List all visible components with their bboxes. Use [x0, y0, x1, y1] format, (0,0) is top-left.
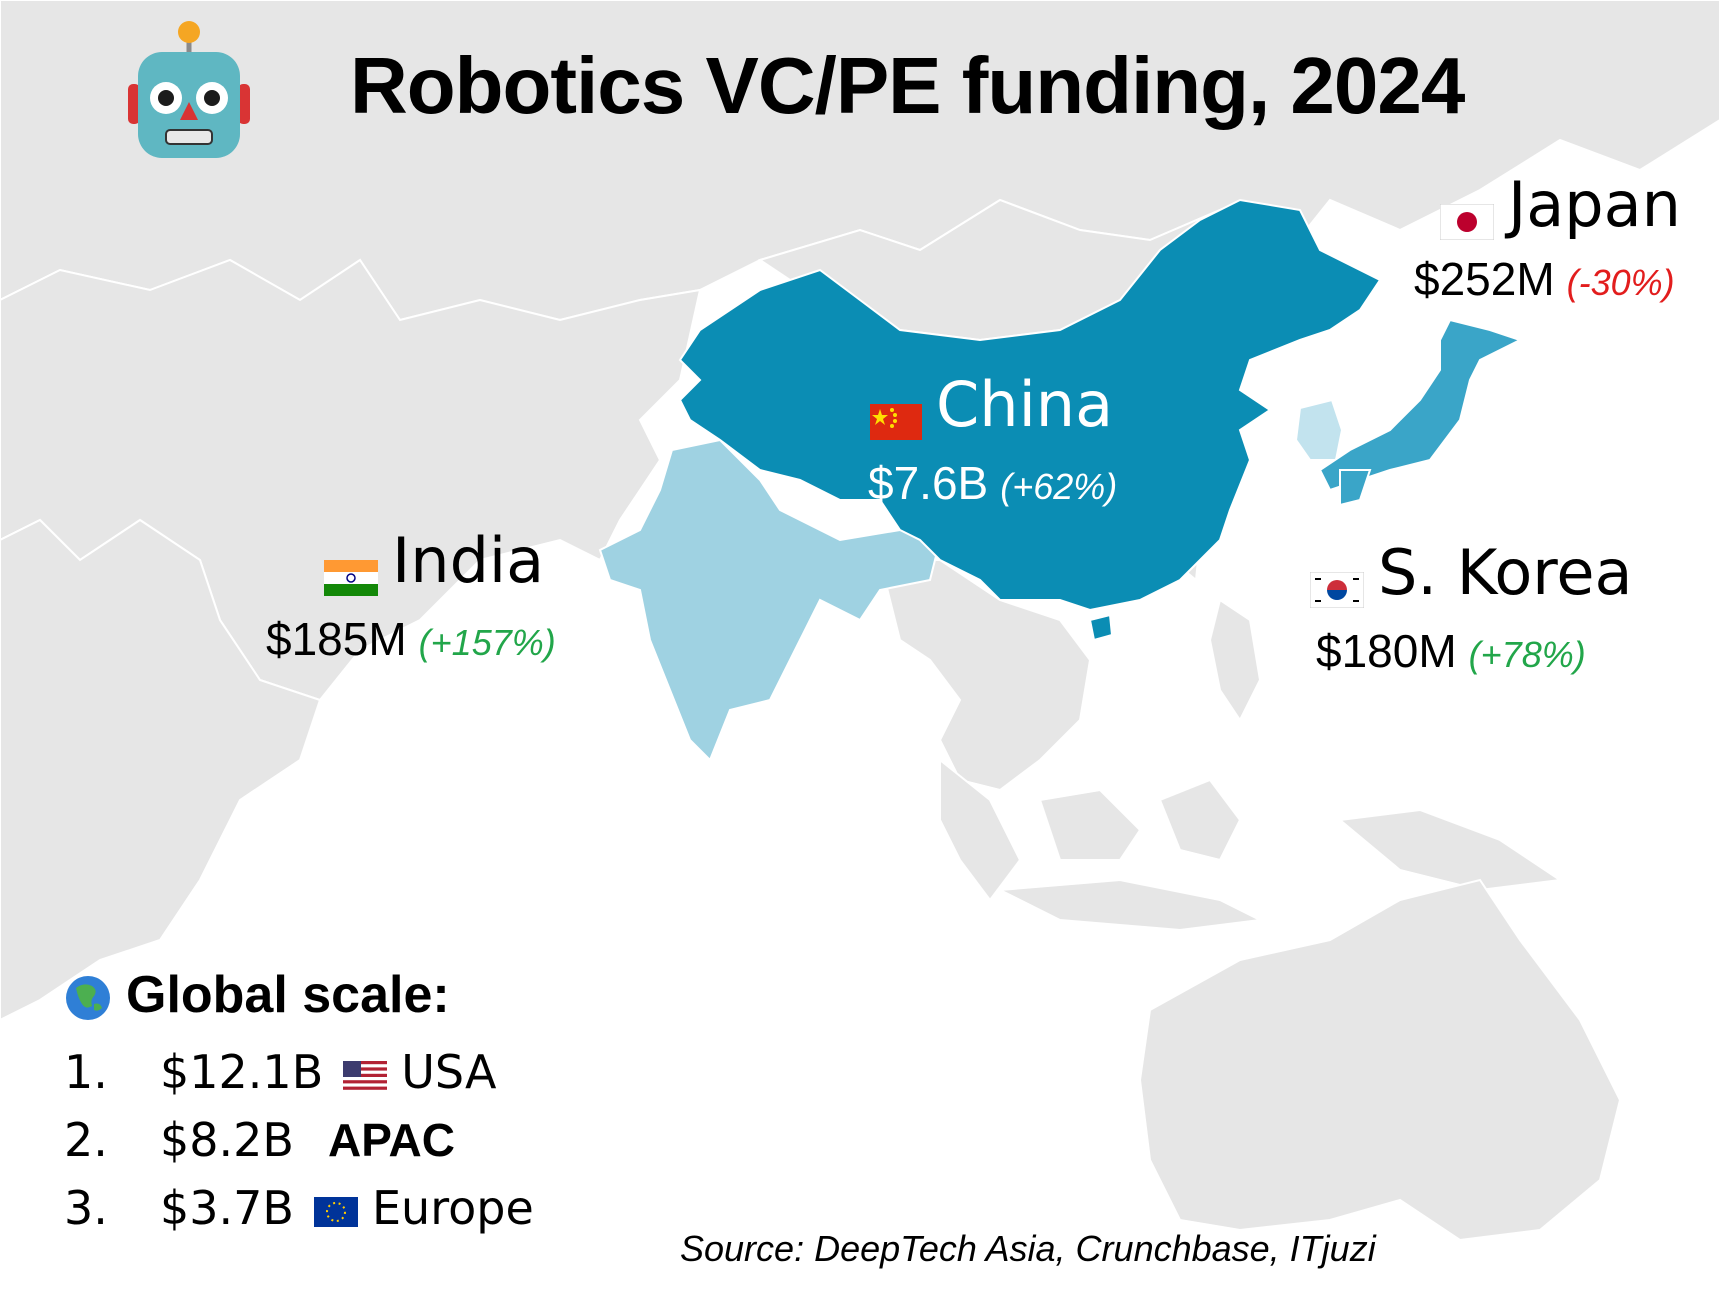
china-value: $7.6B: [868, 457, 989, 509]
amount-apac: $8.2B: [160, 1113, 294, 1167]
amount-usa: $12.1B: [160, 1045, 324, 1099]
rank-1: 1.: [64, 1045, 108, 1099]
japan-name: Japan: [1508, 168, 1681, 241]
india-flag-icon: [324, 559, 378, 596]
korea-change: (+78%): [1468, 634, 1586, 675]
japan-label: Japan: [1440, 168, 1681, 241]
global-scale-title: Global scale:: [126, 966, 450, 1024]
global-scale-header: Global scale:: [64, 965, 450, 1025]
japan-flag-icon: [1440, 203, 1494, 240]
robot-icon: [128, 21, 250, 158]
south-korea-region: [1294, 398, 1344, 461]
china-stats: $7.6B (+62%): [868, 456, 1117, 510]
south-korea-flag-icon: [1310, 571, 1364, 608]
japan-region: [1318, 318, 1523, 492]
india-label: India: [324, 524, 544, 597]
background-land: [0, 0, 1720, 1242]
page-title: Robotics VC/PE funding, 2024: [350, 41, 1465, 130]
china-region: [678, 198, 1382, 612]
eu-flag-icon: [313, 1196, 358, 1227]
rank-2: 2.: [64, 1113, 108, 1167]
amount-europe: $3.7B: [160, 1181, 294, 1235]
usa-flag-icon: [343, 1060, 388, 1091]
india-name: India: [392, 524, 545, 597]
japan-stats: $252M (-30%): [1414, 252, 1675, 306]
source-note: Source: DeepTech Asia, Crunchbase, ITjuz…: [680, 1228, 1376, 1269]
india-change: (+157%): [418, 622, 556, 663]
india-stats: $185M (+157%): [266, 612, 556, 666]
globe-asia-icon: [66, 976, 110, 1021]
region-apac: APAC: [327, 1114, 455, 1166]
japan-region-south: [1339, 469, 1372, 507]
japan-change: (-30%): [1566, 262, 1675, 303]
region-europe: Europe: [371, 1181, 534, 1235]
region-usa: USA: [401, 1045, 497, 1099]
korea-stats: $180M (+78%): [1316, 624, 1586, 678]
global-item-usa: 1. $12.1B USA: [64, 1045, 496, 1099]
india-value: $185M: [266, 613, 407, 665]
hainan-island: [1088, 613, 1114, 642]
china-label: China: [870, 368, 1113, 441]
korea-value: $180M: [1316, 625, 1457, 677]
japan-value: $252M: [1414, 253, 1555, 305]
china-change: (+62%): [1000, 466, 1118, 507]
china-name: China: [936, 368, 1114, 441]
china-flag-icon: [870, 403, 922, 440]
korea-name: S. Korea: [1378, 536, 1633, 609]
korea-label: S. Korea: [1310, 536, 1633, 609]
india-region: [598, 438, 942, 762]
rank-3: 3.: [64, 1181, 108, 1235]
global-item-apac: 2. $8.2B APAC: [64, 1113, 455, 1167]
global-item-europe: 3. $3.7B Europe: [64, 1181, 534, 1235]
